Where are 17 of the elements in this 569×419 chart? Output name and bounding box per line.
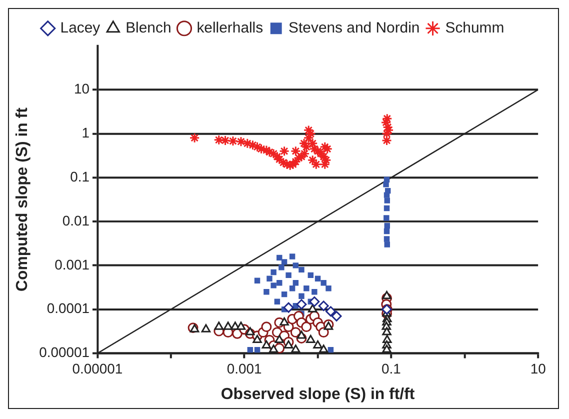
y-tick-label: 0.00001 <box>39 344 90 360</box>
x-tick-label: 0.001 <box>226 360 262 376</box>
x-tick-label: 0.1 <box>382 360 402 376</box>
y-tick-label: 0.0001 <box>46 300 90 316</box>
y-tick-label: 1 <box>82 124 90 140</box>
y-tick-label: 0.1 <box>70 168 90 184</box>
legend-label: Stevens and Nordin <box>288 20 420 37</box>
y-tick-label: 10 <box>74 80 90 97</box>
y-axis-title: Computed slope (S) in ft <box>14 106 31 292</box>
legend-label: Blench <box>126 20 172 37</box>
y-tick-label: 0.01 <box>62 212 90 228</box>
x-tick-label: 10 <box>530 360 546 376</box>
legend-label: Lacey <box>60 20 101 37</box>
y-tick-label: 0.001 <box>54 256 90 272</box>
legend-label: Schumm <box>445 20 504 37</box>
legend-label: kellerhalls <box>196 20 264 37</box>
x-axis-title: Observed slope (S) in ft/ft <box>220 386 416 403</box>
